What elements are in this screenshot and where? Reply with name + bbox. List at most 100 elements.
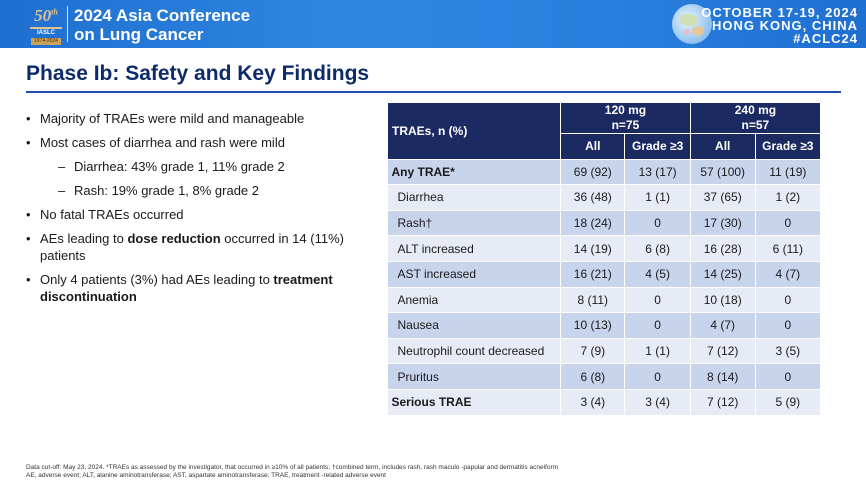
cell-all-120: 3 (4)	[560, 389, 626, 416]
cell-grade3-240: 4 (7)	[755, 261, 822, 288]
cell-grade3-240: 0	[755, 210, 822, 237]
sub-bullet-item: – Diarrhea: 43% grade 1, 11% grade 2	[58, 159, 285, 174]
cell-all-240: 17 (30)	[690, 210, 756, 237]
trae-table: TRAEs, n (%) 120 mg n=75 240 mg n=57 All…	[386, 102, 822, 416]
dash-icon: –	[58, 183, 66, 198]
event-dates: OCTOBER 17-19, 2024	[701, 5, 858, 20]
table-row: Rash† 18 (24) 0 17 (30) 0	[387, 210, 822, 237]
event-location: HONG KONG, CHINA	[712, 18, 858, 33]
bullet-item: • Most cases of diarrhea and rash were mi…	[26, 135, 285, 150]
bullet-icon: •	[26, 207, 31, 222]
cell-all-240: 7 (12)	[690, 338, 756, 365]
banner-divider	[67, 6, 68, 42]
row-label: AST increased	[387, 261, 562, 288]
cell-all-240: 10 (18)	[690, 287, 756, 314]
cell-grade3-120: 0	[624, 363, 691, 390]
event-hashtag: #ACLC24	[793, 31, 858, 46]
bullet-icon: •	[26, 231, 31, 246]
cell-grade3-240: 0	[755, 287, 822, 314]
bullet-item: • Only 4 patients (3%) had AEs leading to…	[26, 272, 333, 304]
cell-all-240: 7 (12)	[690, 389, 756, 416]
logo-years: 1974-2024	[31, 38, 61, 45]
row-label: Any TRAE*	[387, 159, 562, 186]
logo-superscript: th	[51, 7, 58, 17]
logo-number: 50	[34, 6, 52, 25]
cell-all-120: 7 (9)	[560, 338, 626, 365]
conference-name: 2024 Asia Conference on Lung Cancer	[74, 6, 250, 44]
cell-grade3-240: 11 (19)	[755, 159, 822, 186]
conference-line-1: 2024 Asia Conference	[74, 6, 251, 25]
logo-divider	[30, 27, 62, 29]
table-row: Pruritus 6 (8) 0 8 (14) 0	[387, 363, 822, 390]
cell-all-120: 16 (21)	[560, 261, 626, 288]
cell-grade3-240: 0	[755, 312, 822, 339]
cell-all-240: 37 (65)	[690, 184, 756, 211]
cell-all-240: 57 (100)	[690, 159, 756, 186]
dose-120-header: 120 mg n=75	[560, 102, 691, 134]
table-row: Any TRAE* 69 (92) 13 (17) 57 (100) 11 (1…	[387, 159, 822, 186]
cell-all-120: 8 (11)	[560, 287, 626, 314]
table-header-label: TRAEs, n (%)	[386, 102, 562, 160]
col-all-240: All	[689, 133, 756, 160]
bullet-item: • Majority of TRAEs were mild and managea…	[26, 111, 305, 126]
conference-banner: 50th IASLC 1974-2024 2024 Asia Conferenc…	[0, 0, 866, 48]
cell-all-240: 8 (14)	[690, 363, 756, 390]
cell-grade3-240: 5 (9)	[755, 389, 822, 416]
row-label: Nausea	[387, 312, 562, 339]
bullet-icon: •	[26, 135, 31, 150]
row-label: Rash†	[387, 210, 562, 237]
cell-grade3-120: 1 (1)	[624, 338, 691, 365]
sub-bullet-item: – Rash: 19% grade 1, 8% grade 2	[58, 183, 260, 198]
iaslc-50th-logo: 50th IASLC 1974-2024	[26, 3, 66, 45]
row-label: Pruritus	[387, 363, 562, 390]
cell-all-240: 14 (25)	[690, 261, 756, 288]
title-underline	[26, 91, 841, 93]
cell-grade3-240: 1 (2)	[755, 184, 822, 211]
bullet-item: • No fatal TRAEs occurred	[26, 207, 184, 222]
footnote: Data cut-off: May 23, 2024. *TRAEs as as…	[26, 464, 846, 480]
cell-all-120: 6 (8)	[560, 363, 626, 390]
cell-grade3-120: 0	[624, 312, 691, 339]
dash-icon: –	[58, 159, 66, 174]
cell-grade3-120: 13 (17)	[624, 159, 691, 186]
table-row: Neutrophil count decreased 7 (9) 1 (1) 7…	[387, 338, 822, 365]
table-row: Nausea 10 (13) 0 4 (7) 0	[387, 312, 822, 339]
row-label: Neutrophil count decreased	[387, 338, 562, 365]
cell-grade3-120: 3 (4)	[624, 389, 691, 416]
cell-grade3-120: 0	[624, 210, 691, 237]
col-grade3-240: Grade ≥3	[754, 133, 822, 160]
cell-all-120: 69 (92)	[560, 159, 626, 186]
cell-all-120: 36 (48)	[560, 184, 626, 211]
cell-grade3-240: 3 (5)	[755, 338, 822, 365]
table-row: AST increased 16 (21) 4 (5) 14 (25) 4 (7…	[387, 261, 822, 288]
cell-all-240: 16 (28)	[690, 235, 756, 262]
col-all-120: All	[560, 133, 626, 160]
cell-all-120: 18 (24)	[560, 210, 626, 237]
row-label: Anemia	[387, 287, 562, 314]
row-label: Diarrhea	[387, 184, 562, 211]
cell-grade3-120: 6 (8)	[624, 235, 691, 262]
cell-all-240: 4 (7)	[690, 312, 756, 339]
table-row: ALT increased 14 (19) 6 (8) 16 (28) 6 (1…	[387, 235, 822, 262]
cell-grade3-120: 1 (1)	[624, 184, 691, 211]
dose-240-header: 240 mg n=57	[689, 102, 822, 134]
cell-all-120: 14 (19)	[560, 235, 626, 262]
cell-all-120: 10 (13)	[560, 312, 626, 339]
cell-grade3-120: 4 (5)	[624, 261, 691, 288]
col-grade3-120: Grade ≥3	[624, 133, 691, 160]
conference-line-2: on Lung Cancer	[74, 25, 204, 44]
table-row: Serious TRAE 3 (4) 3 (4) 7 (12) 5 (9)	[387, 389, 822, 416]
footnote-line-1: Data cut-off: May 23, 2024. *TRAEs as as…	[26, 464, 559, 471]
bullet-item: • AEs leading to dose reduction occurred …	[26, 231, 344, 263]
cell-grade3-240: 0	[755, 363, 822, 390]
globe-icon	[672, 4, 712, 44]
bullet-icon: •	[26, 111, 31, 126]
table-row: Diarrhea 36 (48) 1 (1) 37 (65) 1 (2)	[387, 184, 822, 211]
bullet-icon: •	[26, 272, 31, 287]
footnote-line-2: AE, adverse event; ALT, alanine aminotra…	[26, 472, 386, 479]
table-row: Anemia 8 (11) 0 10 (18) 0	[387, 287, 822, 314]
logo-org: IASLC	[37, 30, 55, 36]
key-findings-list: • Majority of TRAEs were mild and managea…	[26, 110, 366, 312]
event-info: OCTOBER 17-19, 2024 HONG KONG, CHINA #AC…	[701, 6, 858, 45]
row-label: ALT increased	[387, 235, 562, 262]
